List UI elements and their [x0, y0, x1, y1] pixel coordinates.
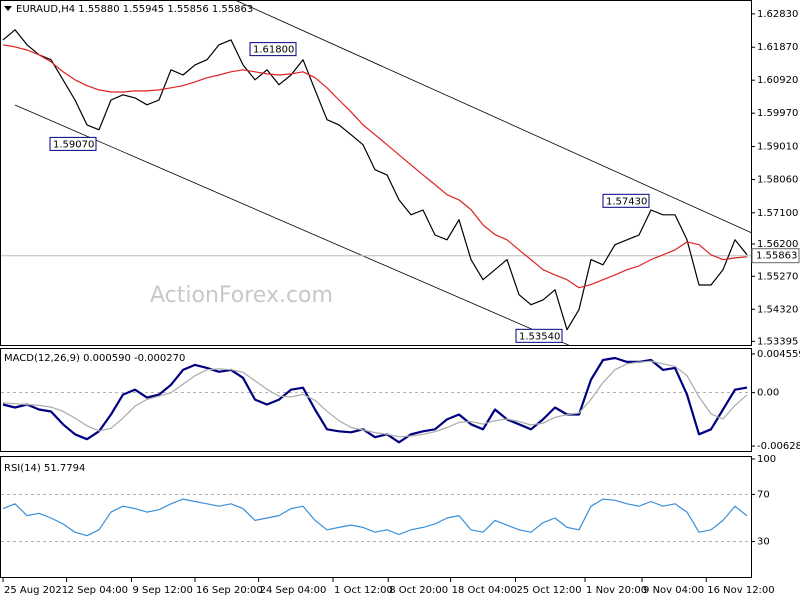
panel-title: RSI(14) 51.7794 — [4, 463, 85, 474]
x-tick-label: 24 Sep 04:00 — [260, 585, 327, 596]
x-tick-label: 16 Sep 20:00 — [196, 585, 263, 596]
annotation-label: 1.61800 — [253, 45, 294, 56]
panel-title: MACD(12,26,9) 0.000590 -0.000270 — [4, 353, 185, 364]
annotation-box — [249, 42, 297, 57]
series-line — [2, 356, 748, 444]
upper-channel-line — [236, 1, 751, 233]
last-price-box — [751, 248, 800, 264]
x-tick-label: 25 Oct 12:00 — [516, 585, 581, 596]
x-tick-label: 9 Sep 12:00 — [132, 585, 192, 596]
menu-triangle — [4, 6, 12, 11]
y-tick-label: 0.00 — [757, 388, 779, 399]
series-line — [2, 498, 748, 537]
macd-panel — [0, 348, 752, 452]
annotation-label: 1.53540 — [519, 331, 560, 342]
x-tick-label: 8 Oct 20:00 — [389, 585, 448, 596]
series-line — [2, 29, 748, 331]
x-tick-label: 9 Nov 04:00 — [643, 585, 704, 596]
annotation-label: 1.59070 — [53, 139, 94, 150]
annotation-box — [49, 136, 97, 151]
y-tick-label: 1.54320 — [757, 304, 798, 315]
annotation-box — [602, 193, 650, 208]
lower-channel-line — [14, 104, 570, 345]
y-tick-label: 0.004559 — [757, 349, 800, 360]
x-tick-label: 1 Nov 20:00 — [586, 585, 647, 596]
y-tick-label: -0.006289 — [757, 441, 800, 452]
x-tick-label: 16 Nov 12:00 — [707, 585, 774, 596]
x-tick-label: 18 Oct 04:00 — [452, 585, 517, 596]
y-tick-label: 1.62830 — [757, 9, 798, 20]
panel-title: EURAUD,H4 1.55880 1.55945 1.55856 1.5586… — [16, 4, 253, 15]
x-tick-label: 1 Oct 12:00 — [334, 585, 393, 596]
series-line — [2, 360, 748, 438]
y-tick-label: 1.60920 — [757, 75, 798, 86]
y-tick-label: 30 — [757, 537, 770, 548]
y-tick-label: 70 — [757, 489, 770, 500]
annotation-box — [515, 328, 563, 343]
y-tick-label: 1.61870 — [757, 42, 798, 53]
y-tick-label: 1.56200 — [757, 239, 798, 250]
y-tick-label: 1.53395 — [757, 336, 798, 347]
price-panel — [0, 0, 752, 346]
y-tick-label: 1.55270 — [757, 271, 798, 282]
x-tick-label: 2 Sep 04:00 — [68, 585, 128, 596]
watermark: ActionForex.com — [150, 283, 333, 308]
y-tick-label: 1.59970 — [757, 108, 798, 119]
series-line — [2, 44, 748, 289]
x-tick-label: 25 Aug 2021 — [4, 585, 68, 596]
rsi-panel — [0, 456, 752, 578]
y-tick-label: 100 — [757, 454, 776, 465]
y-tick-label: 1.57100 — [757, 208, 798, 219]
channel — [14, 1, 751, 345]
annotation-label: 1.57430 — [606, 196, 647, 207]
y-tick-label: 1.59010 — [757, 141, 798, 152]
last-price-label: 1.55863 — [756, 251, 797, 262]
y-tick-label: 1.58060 — [757, 174, 798, 185]
